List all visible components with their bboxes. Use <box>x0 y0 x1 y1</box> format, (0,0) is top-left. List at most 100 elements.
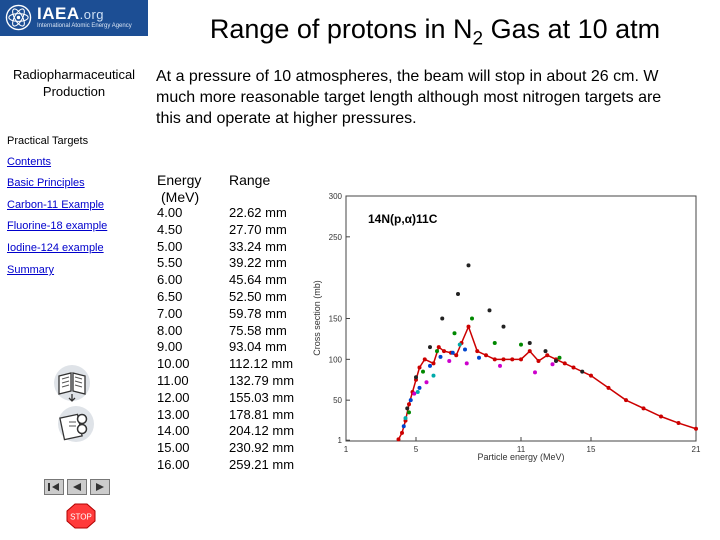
data-point <box>421 369 425 374</box>
data-point <box>554 358 558 363</box>
energy-header-label: Energy <box>157 172 202 188</box>
range-cell: 33.24 mm <box>229 238 287 254</box>
range-cell: 178.81 mm <box>229 406 295 422</box>
data-point <box>484 353 488 358</box>
data-point <box>401 424 406 429</box>
energy-cell: 12.00 <box>157 389 190 405</box>
data-point <box>415 390 420 394</box>
previous-arrow-icon <box>73 483 81 491</box>
range-cell: 155.03 mm <box>229 389 295 405</box>
title-prefix: Range of protons in N <box>209 14 473 44</box>
presenter-icon[interactable] <box>56 404 96 444</box>
data-point <box>422 357 427 362</box>
data-point <box>431 373 436 378</box>
next-slide-button[interactable] <box>90 479 110 495</box>
nav-link-contents[interactable]: Contents <box>7 156 52 168</box>
iaea-logo[interactable]: IAEA.org International Atomic Energy Age… <box>0 0 148 36</box>
energy-column-header: Energy (MeV) <box>157 172 201 206</box>
data-point <box>501 357 506 362</box>
data-point <box>519 357 523 362</box>
data-point <box>417 385 422 390</box>
energy-cell: 16.00 <box>157 456 190 472</box>
data-point <box>431 361 436 366</box>
range-cell: 59.78 mm <box>229 305 287 321</box>
first-slide-button[interactable] <box>44 479 64 495</box>
data-point <box>475 349 480 354</box>
title-subscript: 2 <box>472 28 484 50</box>
data-point <box>641 406 646 411</box>
data-point <box>405 406 410 411</box>
data-point <box>519 342 523 347</box>
data-point <box>606 385 611 390</box>
data-point <box>440 316 445 321</box>
energy-cell: 8.00 <box>157 322 183 338</box>
range-cell: 27.70 mm <box>229 221 287 237</box>
x-tick-label: 1 <box>344 445 349 454</box>
data-point <box>428 363 432 368</box>
data-point <box>659 414 663 419</box>
intro-line: At a pressure of 10 atmospheres, the bea… <box>156 68 659 85</box>
logo-name: IAEA.org <box>37 4 104 24</box>
x-tick-label: 5 <box>414 445 419 454</box>
data-point <box>428 345 432 350</box>
range-cell: 22.62 mm <box>229 205 287 220</box>
energy-cell: 11.00 <box>157 372 189 388</box>
range-cell: 259.21 mm <box>229 456 295 472</box>
nav-link-basic-principles[interactable]: Basic Principles <box>7 177 85 189</box>
data-point <box>442 349 446 354</box>
range-cell: 75.58 mm <box>229 322 287 338</box>
previous-slide-button[interactable] <box>67 479 87 495</box>
range-cell: 52.50 mm <box>229 288 287 304</box>
data-point <box>408 398 413 403</box>
range-cell: 39.22 mm <box>229 255 287 271</box>
stop-button[interactable]: STOP <box>66 503 96 529</box>
nav-link-fluorine-18-example[interactable]: Fluorine-18 example <box>7 220 108 232</box>
energy-cell: 7.00 <box>157 305 183 321</box>
data-point <box>464 361 469 366</box>
data-point <box>463 347 467 352</box>
data-point <box>400 430 404 435</box>
x-axis-label: Particle energy (MeV) <box>477 452 564 462</box>
x-tick-label: 11 <box>517 445 526 454</box>
data-point <box>557 355 562 360</box>
energy-cell: 4.50 <box>157 221 183 237</box>
nav-link-iodine-124-example[interactable]: Iodine-124 example <box>7 242 104 254</box>
book-icon[interactable] <box>52 363 92 403</box>
data-point <box>466 263 471 268</box>
y-tick-label: 50 <box>333 396 342 405</box>
data-point <box>527 349 532 354</box>
data-point <box>492 357 497 362</box>
data-point <box>414 375 418 380</box>
data-point <box>457 342 462 347</box>
nav-link-summary[interactable]: Summary <box>7 264 55 276</box>
data-point <box>407 402 411 407</box>
intro-paragraph: At a pressure of 10 atmospheres, the bea… <box>156 66 720 132</box>
x-tick-label: 21 <box>692 445 701 454</box>
data-point <box>403 416 408 421</box>
data-point <box>694 426 698 431</box>
stop-label: STOP <box>70 513 92 522</box>
energy-column: 4.00 4.50 5.00 5.50 6.00 6.50 7.00 8.00 … <box>157 205 190 474</box>
data-point <box>436 345 441 350</box>
y-tick-label: 250 <box>329 233 343 242</box>
range-column: 22.62 mm 27.70 mm 33.24 mm 39.22 mm 45.6… <box>229 205 294 474</box>
y-axis-label: Cross section (mb) <box>312 280 322 356</box>
data-point <box>438 354 443 359</box>
data-point <box>396 437 401 442</box>
data-point <box>543 349 548 354</box>
data-point <box>487 308 492 313</box>
logo-org-text: .org <box>79 7 105 22</box>
energy-cell: 10.00 <box>157 356 190 372</box>
data-point <box>501 324 506 329</box>
y-tick-label: 300 <box>329 192 343 201</box>
range-cell: 112.12 mm <box>229 356 294 372</box>
energy-cell: 5.00 <box>157 238 183 254</box>
data-point <box>545 353 550 358</box>
data-point <box>412 391 417 396</box>
data-point <box>536 358 541 363</box>
nav-link-carbon-11-example[interactable]: Carbon-11 Example <box>7 199 105 211</box>
series-line <box>397 324 697 440</box>
x-tick-label: 15 <box>587 445 596 454</box>
data-point <box>498 363 502 368</box>
data-point <box>510 357 515 362</box>
